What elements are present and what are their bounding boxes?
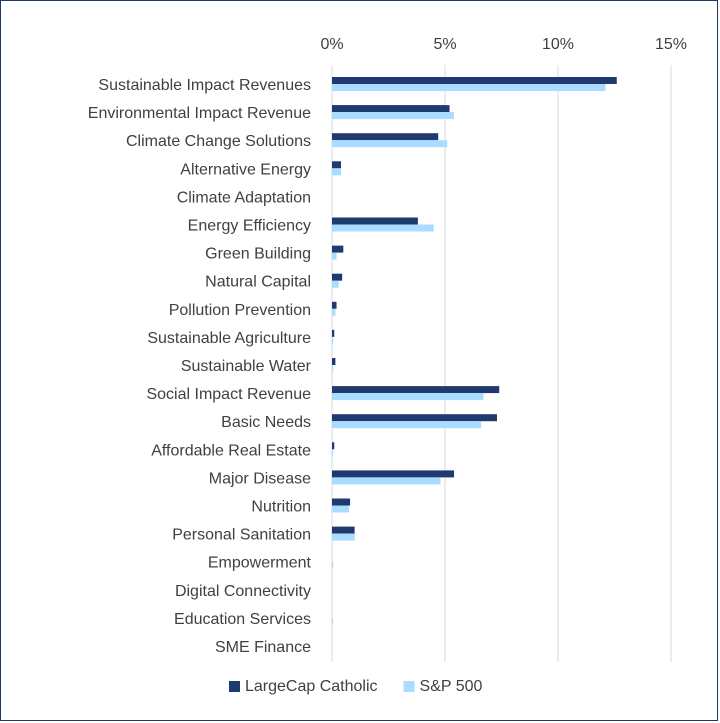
bar-sp500 <box>332 224 434 232</box>
bar-largecap-catholic <box>332 358 336 365</box>
bar-largecap-catholic <box>332 442 335 450</box>
bar-sp500 <box>332 477 441 485</box>
category-label: Pollution Prevention <box>169 302 311 319</box>
category-label: Green Building <box>205 246 311 263</box>
legend-swatch <box>403 681 415 692</box>
bar-sp500 <box>332 280 339 288</box>
bar-largecap-catholic <box>332 245 344 253</box>
category-label: Empowerment <box>208 555 312 572</box>
bar-largecap-catholic <box>332 386 500 394</box>
bar-sp500 <box>332 112 455 120</box>
bar-largecap-catholic <box>332 498 351 506</box>
category-label: Climate Adaptation <box>177 189 311 206</box>
category-label: Sustainable Agriculture <box>147 330 311 347</box>
bar-largecap-catholic <box>332 273 343 281</box>
category-label: Sustainable Water <box>181 358 312 375</box>
bar-sp500 <box>332 617 334 625</box>
x-tick-label: 10% <box>542 36 574 53</box>
bar-sp500 <box>332 140 448 148</box>
x-tick-label: 5% <box>433 36 456 53</box>
bar-sp500 <box>332 336 334 344</box>
category-label: SME Finance <box>215 639 311 656</box>
x-tick-label: 0% <box>320 36 343 53</box>
gridlines <box>331 65 672 662</box>
category-label: Major Disease <box>209 470 311 487</box>
bar-largecap-catholic <box>332 329 335 337</box>
category-label: Personal Sanitation <box>172 527 311 544</box>
category-label: Affordable Real Estate <box>151 442 311 459</box>
bar-sp500 <box>332 449 334 457</box>
bar-largecap-catholic <box>332 77 617 84</box>
category-label: Environmental Impact Revenue <box>88 105 311 122</box>
category-label: Social Impact Revenue <box>146 386 311 403</box>
legend: LargeCap Catholic S&P 500 <box>229 678 483 695</box>
bar-sp500 <box>332 421 482 429</box>
bars <box>332 77 617 625</box>
category-label: Education Services <box>174 611 311 628</box>
bar-largecap-catholic <box>332 217 418 225</box>
x-tick-label: 15% <box>655 36 687 53</box>
bar-sp500 <box>332 393 484 401</box>
legend-label: S&P 500 <box>420 678 483 695</box>
bar-largecap-catholic <box>332 161 342 169</box>
category-label: Basic Needs <box>221 414 311 431</box>
bar-largecap-catholic <box>332 105 450 113</box>
bar-largecap-catholic <box>332 470 455 478</box>
bar-largecap-catholic <box>332 414 497 422</box>
category-label: Nutrition <box>251 499 311 516</box>
bar-sp500 <box>332 533 355 541</box>
bar-sp500 <box>332 168 342 176</box>
category-labels: Sustainable Impact Revenues Environmental… <box>88 77 312 656</box>
bar-largecap-catholic <box>332 133 439 141</box>
bar-sp500 <box>332 561 334 569</box>
category-label: Natural Capital <box>205 274 311 291</box>
bar-largecap-catholic <box>332 526 355 534</box>
bar-sp500 <box>332 505 349 513</box>
legend-swatch <box>229 681 240 692</box>
category-label: Climate Change Solutions <box>126 133 311 150</box>
category-label: Sustainable Impact Revenues <box>98 77 311 94</box>
x-axis-tick-labels: 0% 5% 10% 15% <box>320 36 687 53</box>
category-label: Digital Connectivity <box>175 583 311 600</box>
bar-largecap-catholic <box>332 301 337 309</box>
bar-sp500 <box>332 365 334 372</box>
bar-sp500 <box>332 84 606 91</box>
category-label: Alternative Energy <box>180 161 311 178</box>
bar-sp500 <box>332 308 336 316</box>
category-label: Energy Efficiency <box>188 218 311 235</box>
legend-label: LargeCap Catholic <box>245 678 378 695</box>
bar-sp500 <box>332 252 337 260</box>
